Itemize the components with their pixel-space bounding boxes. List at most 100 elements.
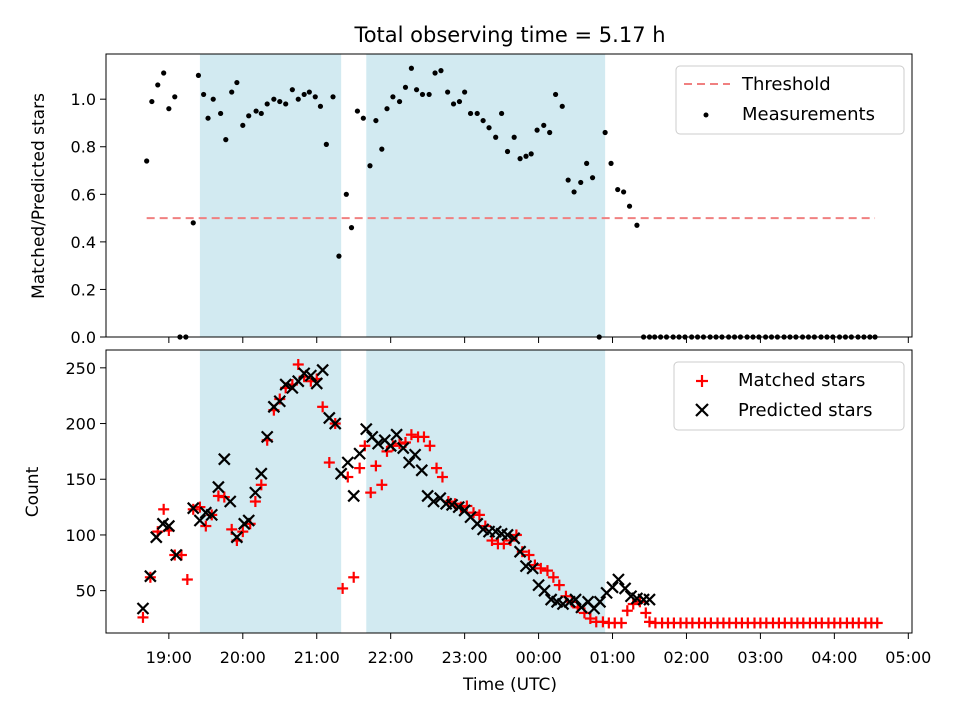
measurement-point <box>552 91 559 98</box>
matched-star-point <box>200 520 212 532</box>
matched-star-point <box>181 574 193 586</box>
matched-star-point <box>615 617 627 629</box>
predicted-star-point <box>526 562 539 575</box>
matched-star-point <box>292 358 304 370</box>
matched-star-point <box>643 616 655 628</box>
predicted-star-point <box>347 489 360 503</box>
measurement-point <box>229 89 235 95</box>
measurement-point <box>534 127 540 133</box>
x-tick-label: 00:00 <box>516 648 562 667</box>
predicted-star-point <box>316 363 329 377</box>
predicted-star-point <box>408 448 422 462</box>
measurement-point <box>234 79 240 86</box>
predicted-star-point <box>427 495 440 508</box>
predicted-star-point <box>144 569 157 583</box>
measurement-point <box>384 106 390 112</box>
measurement-point <box>295 96 301 102</box>
predicted-star-point <box>606 581 619 594</box>
measurement-point <box>354 108 361 114</box>
measurement-point <box>277 98 283 105</box>
measurement-point <box>390 94 396 100</box>
bottom-y-label: Count <box>23 466 43 517</box>
figure-title: Total observing time = 5.17 h <box>353 23 665 47</box>
measurement-point <box>499 110 505 117</box>
predicted-star-point <box>507 532 521 545</box>
matched-star-point <box>627 598 639 610</box>
measurement-point <box>301 91 307 98</box>
matched-star-point <box>317 401 329 413</box>
measurement-point <box>312 94 318 100</box>
measurements-legend-label: Measurements <box>742 104 875 125</box>
y-tick-label: 1.0 <box>71 90 96 109</box>
measurement-point <box>565 177 571 183</box>
shaded-interval <box>199 54 342 337</box>
measurement-point <box>271 96 277 102</box>
predicted-star-point <box>360 422 373 436</box>
top-y-label: Matched/Predicted stars <box>29 93 49 299</box>
measurement-point <box>419 91 426 98</box>
x-tick-label: 19:00 <box>146 648 192 667</box>
top-panel: 0.0 0.2 0.4 0.6 0.8 1.0 Matched/Predicted sta… <box>29 53 913 347</box>
predicted-star-point <box>415 464 429 477</box>
y-tick-label: 0.2 <box>71 280 96 299</box>
measurement-point <box>172 94 178 100</box>
measurement-point <box>343 191 349 197</box>
predicted-star-point <box>396 441 410 455</box>
matched-star-point <box>473 509 485 521</box>
matched-star-point <box>370 460 382 472</box>
matched-star-point <box>418 431 430 443</box>
predicted-star-point <box>371 437 385 450</box>
measurement-point <box>218 110 224 117</box>
y-tick-label: 150 <box>65 470 96 489</box>
predicted-star-point <box>186 501 200 515</box>
matched-legend-swatch <box>696 375 708 387</box>
measurement-point <box>615 186 621 193</box>
measurement-point <box>223 137 229 143</box>
shaded-interval <box>199 350 342 633</box>
y-tick-label: 0.4 <box>71 233 96 252</box>
matched-star-point <box>871 617 883 629</box>
matched-star-point <box>541 565 553 577</box>
measurement-point <box>517 156 523 162</box>
predicted-star-point <box>538 584 551 597</box>
predicted-star-point <box>273 394 287 408</box>
y-tick-label: 0.6 <box>71 185 96 204</box>
matched-star-point <box>212 490 224 502</box>
matched-star-point <box>436 471 448 483</box>
matched-star-point <box>640 607 652 619</box>
predicted-star-point <box>169 548 183 562</box>
measurement-point <box>201 91 207 98</box>
shaded-interval <box>366 350 606 633</box>
measurement-point <box>541 122 547 128</box>
predicted-star-point <box>593 595 607 609</box>
measurement-point <box>283 101 289 107</box>
predicted-star-point <box>279 378 292 391</box>
measurement-point <box>445 89 451 95</box>
measurement-point <box>240 122 246 128</box>
measurement-point <box>258 110 264 117</box>
matched-star-point <box>365 487 377 499</box>
predicted-star-point <box>341 456 355 469</box>
measurement-point <box>467 110 474 117</box>
predicted-star-point <box>260 430 274 444</box>
bottom-axes-frame <box>105 349 913 634</box>
bottom-legend: Matched stars Predicted stars <box>673 361 905 431</box>
predicted-star-point <box>205 508 219 522</box>
measurement-point <box>144 158 150 164</box>
predicted-star-point <box>452 500 465 514</box>
matched-legend-label: Matched stars <box>738 370 865 391</box>
matched-star-point <box>376 479 388 491</box>
measurement-point <box>190 220 196 226</box>
predicted-star-point <box>390 428 403 441</box>
matched-star-point <box>597 616 609 628</box>
predicted-star-point <box>353 447 366 460</box>
matched-star-point <box>381 445 393 457</box>
bottom-panel: 50 100 150 200 250 19:00 20:00 21:00 22:00 23:00… <box>23 349 931 695</box>
y-tick-label: 200 <box>65 415 96 434</box>
matched-star-point <box>535 562 547 574</box>
x-tick-label: 20:00 <box>220 648 266 667</box>
predicted-star-point <box>612 573 625 586</box>
measurement-point <box>493 134 499 140</box>
measurement-point <box>608 160 614 166</box>
